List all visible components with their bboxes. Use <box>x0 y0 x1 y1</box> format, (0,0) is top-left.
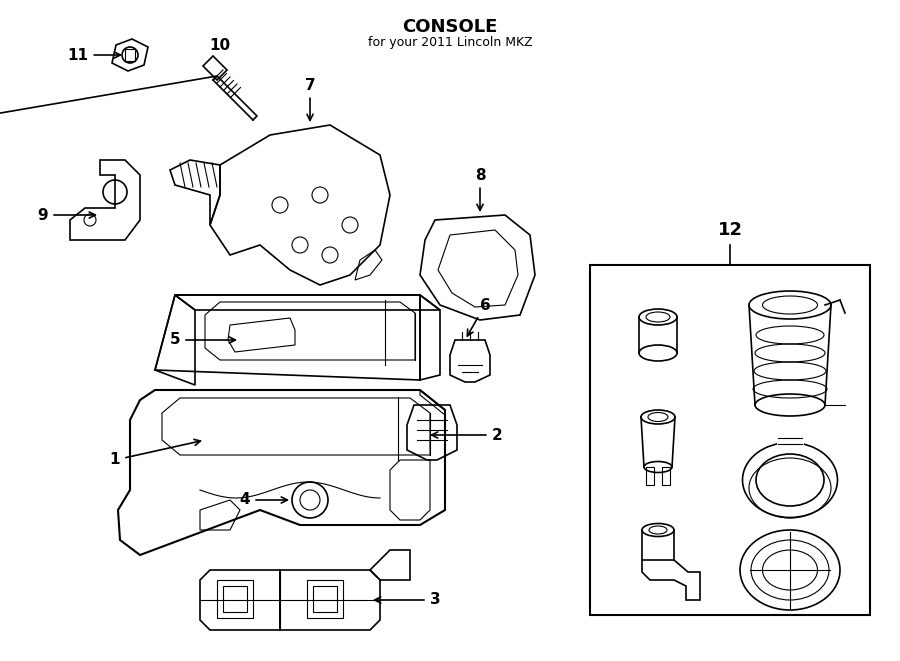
Text: 5: 5 <box>170 332 236 348</box>
Text: 1: 1 <box>110 440 201 467</box>
Text: 2: 2 <box>432 428 502 442</box>
Text: for your 2011 Lincoln MKZ: for your 2011 Lincoln MKZ <box>368 36 532 49</box>
Text: 9: 9 <box>38 208 95 223</box>
Text: CONSOLE: CONSOLE <box>402 18 498 36</box>
Text: 6: 6 <box>467 297 491 336</box>
Text: 4: 4 <box>239 492 287 508</box>
Text: 11: 11 <box>68 48 121 63</box>
Text: 3: 3 <box>374 592 440 607</box>
Bar <box>590 265 870 615</box>
Text: 10: 10 <box>210 38 230 54</box>
Text: 8: 8 <box>474 167 485 210</box>
Text: 12: 12 <box>717 221 742 239</box>
Polygon shape <box>778 438 802 444</box>
Text: 7: 7 <box>305 77 315 120</box>
